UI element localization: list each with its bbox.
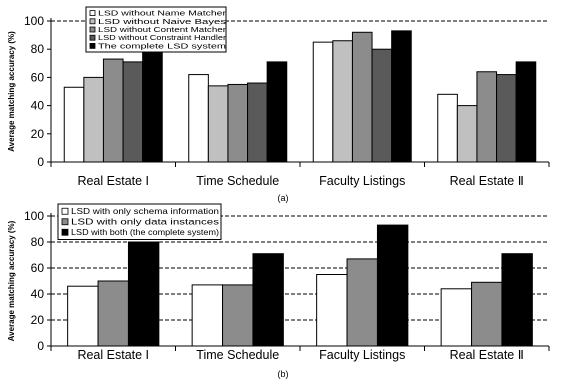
legend-swatch — [89, 18, 96, 25]
x-tick-label: Faculty Listings — [319, 174, 405, 188]
y-tick-label: 40 — [31, 287, 45, 301]
legend-label: LSD with only data instances — [71, 218, 219, 227]
x-tick-label: Time Schedule — [196, 174, 279, 188]
legend-label: LSD without Name Matcher — [98, 11, 227, 18]
bar — [63, 86, 85, 163]
y-axis-title: Average matching accuracy (%) — [7, 31, 16, 152]
legend-label: LSD without Content Matcher — [98, 27, 227, 34]
legend-swatch — [61, 218, 69, 226]
bar — [351, 31, 373, 163]
x-tick-label: Real Estate Ⅱ — [450, 174, 524, 188]
legend-label: LSD with only schema information — [71, 207, 219, 216]
legend-label: LSD with both (the complete system) — [71, 228, 219, 237]
bar — [371, 48, 393, 163]
bar — [102, 58, 124, 163]
bar — [191, 284, 224, 347]
y-tick-label: 100 — [24, 14, 44, 28]
y-axis-title: Average matching accuracy (%) — [7, 220, 16, 341]
bar — [501, 253, 533, 347]
bar — [332, 40, 353, 163]
y-tick-label: 20 — [31, 127, 45, 141]
bar — [456, 105, 478, 163]
y-tick-label: 100 — [24, 209, 44, 223]
panel-caption: (a) — [278, 193, 289, 203]
legend-box — [85, 6, 227, 53]
bar — [97, 280, 129, 347]
bar — [316, 274, 348, 347]
legend-box — [57, 203, 222, 240]
bar — [142, 50, 163, 163]
bar — [67, 285, 99, 347]
x-tick-label: Time Schedule — [196, 348, 279, 362]
legend-label: The complete LSD system — [98, 43, 226, 50]
bar — [252, 253, 284, 347]
legend-label: LSD without Naive Bayes — [98, 19, 227, 26]
y-tick-label: 40 — [31, 99, 45, 113]
bar — [222, 284, 254, 347]
legend-swatch — [61, 228, 69, 236]
bar — [476, 71, 498, 163]
x-tick-label: Real Estate I — [77, 348, 149, 362]
legend-swatch — [89, 26, 96, 33]
legend-swatch — [89, 10, 96, 17]
legend-swatch — [89, 43, 96, 49]
bar — [437, 93, 458, 163]
bar — [127, 241, 160, 347]
bar — [471, 281, 503, 347]
y-tick-label: 60 — [31, 70, 45, 84]
y-tick-label: 20 — [31, 313, 45, 327]
bar — [83, 76, 104, 163]
bar — [496, 74, 517, 163]
bar — [440, 288, 473, 347]
x-tick-label: Faculty Listings — [319, 348, 405, 362]
bar — [122, 61, 144, 163]
bar — [312, 41, 334, 163]
panel-caption: (b) — [278, 369, 289, 379]
y-tick-label: 60 — [31, 261, 45, 275]
bar — [266, 61, 288, 163]
y-tick-label: 80 — [31, 42, 45, 56]
y-tick-label: 0 — [37, 155, 44, 169]
bar — [376, 224, 409, 347]
y-tick-label: 80 — [31, 235, 45, 249]
legend-label: LSD without Constraint Handler — [98, 35, 227, 42]
legend-swatch — [61, 207, 69, 215]
y-tick-label: 0 — [37, 339, 44, 353]
x-tick-label: Real Estate Ⅱ — [450, 348, 524, 362]
bar — [227, 83, 249, 163]
bar — [207, 85, 229, 163]
legend-swatch — [89, 34, 96, 41]
x-tick-label: Real Estate I — [77, 174, 149, 188]
bar — [391, 30, 412, 163]
bar — [247, 82, 268, 163]
bar — [346, 258, 378, 347]
bar — [188, 74, 209, 163]
bar — [515, 61, 537, 163]
